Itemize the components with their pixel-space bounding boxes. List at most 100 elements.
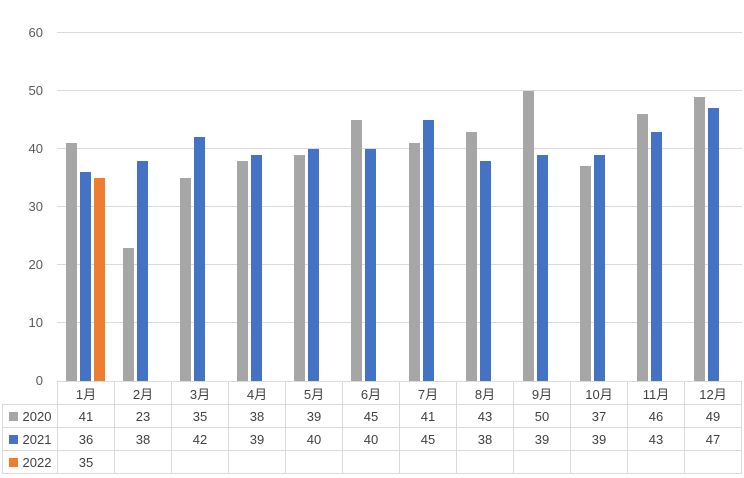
y-axis-tick-label: 10 (28, 315, 43, 330)
bar-2021 (707, 108, 719, 381)
bar-2021 (308, 149, 320, 381)
bar-group (114, 33, 171, 381)
gridline (57, 206, 742, 207)
value-cell: 39 (285, 404, 343, 428)
bar-2020 (351, 120, 363, 381)
month-header-cell: 8月 (456, 381, 514, 405)
month-header-cell: 5月 (285, 381, 343, 405)
value-cell: 39 (228, 427, 286, 451)
bar-2020 (294, 154, 306, 381)
gridline (57, 32, 742, 33)
bar-group (628, 33, 685, 381)
value-cell (570, 450, 628, 474)
value-cell (456, 450, 514, 474)
bar-2020 (123, 247, 135, 381)
value-cell: 42 (171, 427, 229, 451)
series-name: 2020 (22, 408, 52, 424)
bar-group (571, 33, 628, 381)
gridline (57, 264, 742, 265)
value-cell: 43 (456, 404, 514, 428)
legend-cell: 2021 (2, 427, 58, 451)
bar-group (228, 33, 285, 381)
legend-key-icon (8, 434, 18, 444)
value-cell: 36 (57, 427, 115, 451)
table-corner-cell (3, 382, 58, 405)
value-cell (513, 450, 571, 474)
bar-group (342, 33, 399, 381)
bar-2021 (80, 172, 92, 381)
value-cell (399, 450, 457, 474)
month-header-cell: 2月 (114, 381, 172, 405)
y-axis-tick-label: 40 (28, 141, 43, 156)
bar-2021 (479, 160, 491, 381)
value-cell: 38 (114, 427, 172, 451)
value-cell (114, 450, 172, 474)
y-axis-tick-label: 50 (28, 83, 43, 98)
value-cell: 38 (228, 404, 286, 428)
gridline (57, 322, 742, 323)
bar-group (457, 33, 514, 381)
legend-key-icon (8, 457, 18, 467)
legend-cell: 2020 (2, 404, 58, 428)
series-name: 2022 (22, 454, 52, 470)
bar-2020 (693, 96, 705, 381)
y-axis-tick-label: 0 (35, 373, 43, 388)
bar-2021 (536, 154, 548, 381)
value-cell (684, 450, 742, 474)
value-cell: 23 (114, 404, 172, 428)
bar-group (514, 33, 571, 381)
bar-2021 (593, 154, 605, 381)
bar-group (57, 33, 114, 381)
table-row: 2022 35 (2, 450, 742, 474)
table-header-row: 1月 2月 3月 4月 5月 6月 7月 8月 9月 10月 11月 12月 (3, 381, 742, 405)
month-header-cell: 9月 (513, 381, 571, 405)
value-cell: 43 (627, 427, 685, 451)
bar-2020 (237, 160, 249, 381)
value-cell: 41 (57, 404, 115, 428)
value-cell: 45 (399, 427, 457, 451)
table-row: 2020 41 23 35 38 39 45 41 43 50 37 46 49 (2, 404, 742, 428)
month-header-cell: 11月 (627, 381, 685, 405)
gridline (57, 148, 742, 149)
value-cell: 35 (171, 404, 229, 428)
bar-2020 (66, 143, 78, 381)
plot-area (57, 32, 742, 381)
bar-2022 (94, 178, 106, 381)
bar-group (400, 33, 457, 381)
legend-cell: 2022 (2, 450, 58, 474)
value-cell: 39 (570, 427, 628, 451)
value-cell: 45 (342, 404, 400, 428)
value-cell: 37 (570, 404, 628, 428)
month-header-cell: 6月 (342, 381, 400, 405)
value-cell: 35 (57, 450, 115, 474)
bar-group (285, 33, 342, 381)
value-cell: 46 (627, 404, 685, 428)
bar-group (171, 33, 228, 381)
bar-2020 (579, 166, 591, 381)
bar-2020 (465, 131, 477, 381)
value-cell (171, 450, 229, 474)
bar-2020 (408, 143, 420, 381)
value-cell: 38 (456, 427, 514, 451)
value-cell (228, 450, 286, 474)
value-cell: 50 (513, 404, 571, 428)
y-axis-tick-label: 20 (28, 257, 43, 272)
value-cell: 40 (342, 427, 400, 451)
bar-2020 (522, 91, 534, 381)
month-header-cell: 12月 (684, 381, 742, 405)
value-cell: 39 (513, 427, 571, 451)
value-cell (285, 450, 343, 474)
value-cell (627, 450, 685, 474)
value-cell: 41 (399, 404, 457, 428)
month-header-cell: 3月 (171, 381, 229, 405)
month-header-cell: 7月 (399, 381, 457, 405)
bar-2020 (180, 178, 192, 381)
data-table: 1月 2月 3月 4月 5月 6月 7月 8月 9月 10月 11月 12月 2020 41 23 35 38 3… (2, 381, 742, 474)
bar-2021 (422, 120, 434, 381)
value-cell (342, 450, 400, 474)
value-cell: 47 (684, 427, 742, 451)
y-axis-tick-label: 60 (28, 25, 43, 40)
gridline (57, 90, 742, 91)
bar-2021 (137, 160, 149, 381)
